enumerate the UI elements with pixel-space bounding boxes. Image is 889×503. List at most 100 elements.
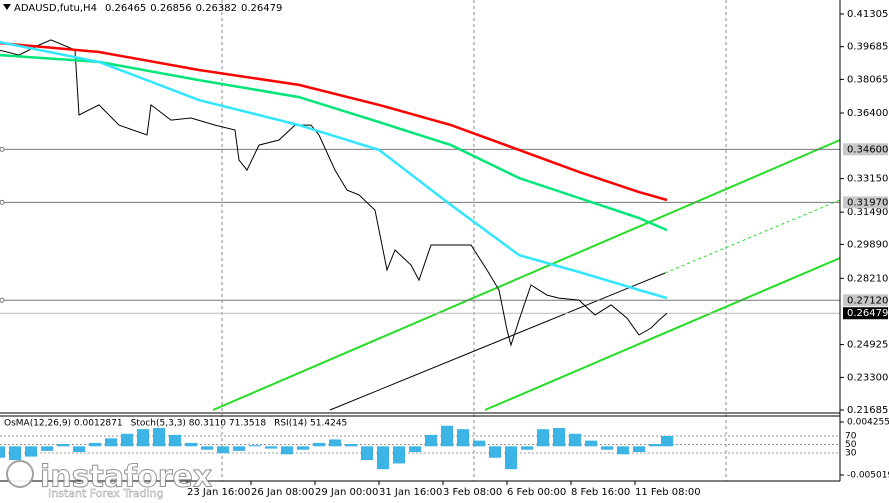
osma-bar <box>153 428 165 447</box>
logo-circle <box>6 460 34 488</box>
level-anchor <box>0 146 5 152</box>
x-tick-label: 8 Feb 16:00 <box>571 487 630 498</box>
osma-bar <box>569 433 581 447</box>
osma-bar <box>265 446 277 449</box>
osma-bar <box>633 446 645 453</box>
osma-bar <box>137 429 149 447</box>
channel-mid <box>329 272 666 411</box>
osma-bar <box>185 442 197 447</box>
osma-bar <box>89 442 101 447</box>
osma-bar <box>233 446 245 451</box>
osma-bar <box>41 446 53 451</box>
last-price-box <box>843 307 888 320</box>
level-label: 0.27120 <box>847 295 888 306</box>
chart-title: ADAUSD,futu,H4 <box>14 3 97 14</box>
moving-average <box>0 41 668 202</box>
header: ADAUSD,futu,H4 0.26465 0.26856 0.26382 0.264… <box>14 3 282 14</box>
osma-bar <box>9 446 21 461</box>
y-tick-label: 0.29890 <box>847 239 888 250</box>
channel-lower <box>484 257 841 411</box>
price-line <box>0 39 668 347</box>
osma-bar <box>441 425 453 447</box>
y-tick-label: 0.23300 <box>847 372 888 383</box>
osma-bar <box>201 446 213 450</box>
moving-average <box>0 53 668 232</box>
indicator-label: OsMA(12,26,9) 0.0012871 <box>4 419 123 429</box>
osma-bar <box>473 440 485 447</box>
osma-bar <box>489 446 501 458</box>
osma-bar <box>57 444 69 447</box>
osma-bar <box>121 433 133 447</box>
x-tick-label: 6 Feb 00:00 <box>507 487 566 498</box>
osma-bar <box>585 440 597 447</box>
indicator-label: RSI(14) 51.4245 <box>274 419 347 429</box>
osma-bar <box>521 446 533 450</box>
logo-tagline: Instant Forex Trading <box>48 487 164 500</box>
osma-bar <box>297 446 309 450</box>
y2-tick-label: 30 <box>845 448 857 458</box>
level-box <box>843 196 888 209</box>
y-tick-label: 0.31490 <box>847 207 888 218</box>
osma-bar <box>661 436 673 447</box>
moving-average <box>0 40 668 300</box>
osma-bar <box>281 446 293 455</box>
level-label: 0.34600 <box>847 144 888 155</box>
x-tick-label: 11 Feb 08:00 <box>635 487 701 498</box>
osma-bar <box>169 434 181 447</box>
x-tick-label: 3 Feb 08:00 <box>443 487 502 498</box>
x-tick-label: 26 Jan 08:00 <box>251 487 314 498</box>
osma-bar <box>553 428 565 447</box>
channel-mid-ext <box>664 199 841 274</box>
ohlc-value: 0.26465 <box>105 3 146 14</box>
x-tick-label: 29 Jan 00:00 <box>315 487 378 498</box>
osma-bar <box>313 442 325 447</box>
watermark: instaforex Instant Forex Trading <box>6 459 213 500</box>
y-tick-label: 0.004255 <box>847 418 889 428</box>
osma-bar <box>329 439 341 447</box>
osma-bar <box>409 446 421 453</box>
indicator-label: Stoch(5,3,3) 80.3110 71.3518 <box>131 419 267 429</box>
osma-bar <box>537 429 549 447</box>
y-tick-label: 0.33150 <box>847 174 888 185</box>
ohlc-value: 0.26856 <box>150 3 191 14</box>
osma-bar <box>617 446 629 455</box>
level-anchor <box>0 297 5 303</box>
y-tick-label: 0.21685 <box>847 405 888 416</box>
osma-bar <box>25 446 37 457</box>
osma-bar <box>601 446 613 450</box>
y2-tick-label: 70 <box>845 431 857 441</box>
y2-tick-label: 50 <box>845 440 857 450</box>
ohlc-value: 0.26382 <box>196 3 237 14</box>
y-tick-label: 0.39685 <box>847 42 888 53</box>
level-anchor <box>0 199 5 205</box>
osma-bar <box>0 446 5 458</box>
last-price-label: 0.26479 <box>847 308 888 319</box>
osma-bar <box>249 445 261 447</box>
y-tick-label: -0.005019 <box>847 471 889 481</box>
osma-bar <box>505 446 517 470</box>
ohlc-value: 0.26479 <box>241 3 282 14</box>
osma-bar <box>345 444 357 447</box>
symbol-icon <box>3 4 11 10</box>
level-label: 0.31970 <box>847 197 888 208</box>
osma-bar <box>217 446 229 454</box>
osma-bar <box>105 438 117 447</box>
x-tick-label: 31 Jan 16:00 <box>379 487 442 498</box>
osma-bar <box>457 429 469 447</box>
x-tick-label: 23 Jan 16:00 <box>187 487 250 498</box>
y-tick-label: 0.38065 <box>847 74 888 85</box>
y-tick-label: 0.41305 <box>847 9 888 20</box>
osma-bar <box>393 446 405 464</box>
level-box <box>843 294 888 307</box>
plot <box>0 39 840 347</box>
logo-text: instaforex <box>40 460 212 495</box>
osma-bar <box>649 444 661 447</box>
y-tick-label: 0.24925 <box>847 340 888 351</box>
osma-bar <box>361 446 373 461</box>
channel-upper <box>212 139 841 411</box>
osma-bar <box>73 446 85 453</box>
osma-bar <box>425 434 437 447</box>
